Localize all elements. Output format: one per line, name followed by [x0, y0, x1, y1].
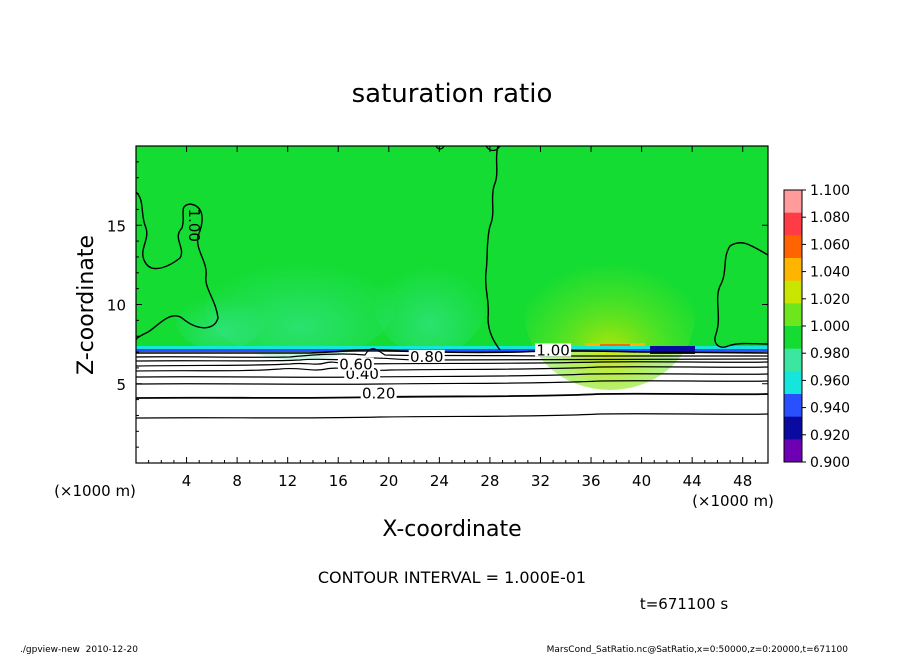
x-axis: 4 8 12 16 20 24 28 32 36 40 44 48 [148, 146, 756, 490]
contour-line-1-00 [714, 242, 768, 348]
colorbar-swatch [784, 258, 802, 282]
x-tick-label: 40 [632, 472, 651, 490]
colorbar-swatch [784, 439, 802, 463]
contour-label-bg [337, 357, 374, 371]
colorbar-swatch [784, 303, 802, 327]
y-axis-label: Z-coordinate [74, 235, 99, 375]
contour-label: 1.00 [185, 209, 203, 242]
colorbar-label: 1.000 [810, 319, 850, 335]
colorbar-label: 0.920 [810, 428, 850, 444]
contour-line-0-40 [136, 373, 768, 378]
y-tick-label: 15 [107, 217, 126, 235]
contour-line-0-20 [136, 392, 768, 399]
chart-title: saturation ratio [352, 79, 553, 109]
y-axis: 5 10 15 [107, 161, 768, 448]
contour-label: 0.80 [410, 348, 443, 366]
colorbar-swatch [784, 348, 802, 372]
x-tick-label: 32 [531, 472, 550, 490]
colorbar-label: 1.100 [810, 183, 850, 199]
colorbar-label: 0.900 [810, 455, 850, 471]
y-tick-label: 5 [116, 376, 126, 394]
contour-line-0-90 [136, 349, 768, 354]
supersaturated-plume [525, 240, 695, 390]
colorbar-swatch [784, 235, 802, 259]
colorbar-label: 1.080 [810, 210, 850, 226]
contour-label-bg [408, 349, 445, 363]
contour-interval-note: CONTOUR INTERVAL = 1.000E-01 [318, 568, 586, 587]
colorbar-swatch [784, 416, 802, 440]
y-tick-label: 10 [107, 297, 126, 315]
x-tick-label: 24 [430, 472, 449, 490]
colorbar-swatch [784, 212, 802, 236]
interface-band-cyan [136, 346, 768, 349]
contour-labels: 0.200.400.60 0.80 1.001.00 [185, 209, 572, 402]
x-axis-unit: (×1000 m) [692, 492, 774, 510]
x-tick-label: 4 [182, 472, 192, 490]
colorbar-label: 1.060 [810, 237, 850, 253]
colorbar-swatch [784, 326, 802, 350]
x-tick-label: 20 [379, 472, 398, 490]
colorbar-swatch [784, 394, 802, 418]
x-axis-label: X-coordinate [382, 517, 521, 542]
plot-area [136, 146, 768, 463]
contour-line-0-10 [136, 413, 768, 419]
contour-line-0-30 [136, 380, 768, 385]
supersaturated-core [600, 344, 630, 347]
subsaturated-patch [375, 255, 485, 355]
footer-right: MarsCond_SatRatio.nc@SatRatio,x=0:50000,… [547, 645, 849, 654]
contour-line-1-00 [484, 146, 501, 351]
x-tick-label: 36 [581, 472, 600, 490]
colorbar-label: 1.020 [810, 292, 850, 308]
contour-label: 1.00 [536, 341, 569, 359]
footer-left: ./gpview-new 2010-12-20 [20, 645, 138, 654]
x-tick-label: 28 [480, 472, 499, 490]
y-axis-unit: (×1000 m) [54, 482, 136, 500]
x-tick-label: 12 [278, 472, 297, 490]
x-tick-label: 16 [329, 472, 348, 490]
contour-line-1-00 [136, 191, 219, 341]
interface-band-blue [136, 349, 768, 352]
colorbar-label: 0.940 [810, 401, 850, 417]
colorbar-swatch [784, 371, 802, 395]
contour-line-0-80 [136, 348, 768, 358]
colorbar: 1.100 1.080 1.060 1.040 1.020 1.000 0.980 0.960… [783, 183, 850, 471]
contour-line-0-70 [136, 357, 768, 362]
contour-label-bg [535, 343, 572, 357]
interface-band-dark [650, 346, 695, 354]
contour-label: 0.60 [339, 356, 372, 374]
colorbar-label: 1.040 [810, 265, 850, 281]
x-tick-label: 8 [232, 472, 242, 490]
x-tick-label: 44 [683, 472, 702, 490]
subsaturated-patch [175, 290, 265, 350]
x-tick-label: 48 [733, 472, 752, 490]
colorbar-label: 0.960 [810, 373, 850, 389]
contour-label-bg [360, 386, 397, 400]
contour-label: 0.20 [362, 384, 395, 402]
colorbar-label: 0.980 [810, 346, 850, 362]
contour-line-0-50 [136, 366, 768, 372]
time-label: t=671100 s [640, 595, 728, 613]
colorbar-swatch [784, 190, 802, 214]
contour-line-1-00 [435, 146, 501, 152]
colorbar-swatch [784, 280, 802, 304]
